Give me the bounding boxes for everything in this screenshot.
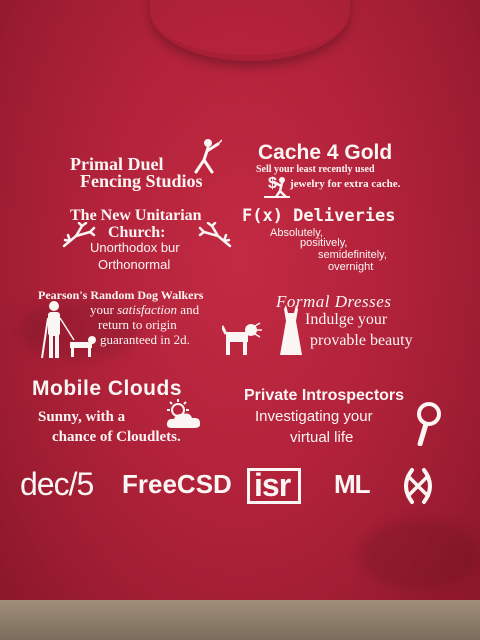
dog-icon bbox=[222, 322, 264, 356]
church-line3: Unorthodox bur bbox=[90, 240, 180, 255]
fencing-line2: Fencing Studios bbox=[80, 171, 203, 191]
dogs-line2: return to origin bbox=[98, 317, 177, 332]
gold-line1: Sell your least recently used bbox=[256, 164, 375, 175]
shirt-collar bbox=[150, 0, 350, 61]
detectives-line1: Investigating your bbox=[255, 408, 373, 425]
logo-dec5: dec/5 bbox=[20, 466, 94, 502]
detectives-line2: virtual life bbox=[290, 429, 354, 446]
fencing-line1: Primal Duel bbox=[70, 154, 164, 174]
dress-icon bbox=[278, 305, 304, 357]
deliveries-l2: positively, bbox=[300, 237, 348, 249]
fencer-icon bbox=[188, 138, 222, 174]
fractal-branch-icon bbox=[62, 222, 96, 248]
sun-cloud-icon bbox=[160, 398, 206, 432]
dresses-title: Formal Dresses bbox=[276, 292, 392, 311]
detectives-title: Private Introspectors bbox=[244, 387, 405, 404]
clouds-line1: Sunny, with a bbox=[38, 409, 126, 425]
logo-freecsd: FreeCSD bbox=[122, 469, 232, 499]
logo-ml: ML bbox=[334, 469, 371, 499]
church-line2: Church: bbox=[108, 224, 166, 241]
fabric-fold bbox=[360, 520, 480, 590]
gold-title: Cache 4 Gold bbox=[258, 141, 393, 164]
fabric-fold bbox=[20, 300, 140, 360]
church-line1: The New Unitarian bbox=[70, 207, 202, 224]
gold-line2: jewelry for extra cache. bbox=[290, 178, 401, 190]
dresses-line2: provable beauty bbox=[310, 332, 413, 349]
fractal-branch-icon bbox=[198, 222, 232, 248]
logo-isr: isr bbox=[254, 467, 291, 503]
dresses-line1: Indulge your bbox=[305, 311, 388, 328]
hx-logo-icon bbox=[398, 466, 438, 506]
logo-isr-box: isr bbox=[247, 468, 301, 504]
church-line4: Orthonormal bbox=[98, 257, 171, 272]
digging-figure-icon bbox=[262, 176, 292, 198]
clouds-line2: chance of Cloudlets. bbox=[52, 429, 181, 445]
deliveries-title: F(x) Deliveries bbox=[242, 206, 396, 226]
dogs-line1: your satisfaction and bbox=[90, 302, 200, 317]
blind-walker-icon bbox=[40, 300, 100, 362]
floor bbox=[0, 600, 480, 640]
gold-dollar: $ bbox=[268, 175, 277, 192]
dogs-title: Pearson's Random Dog Walkers bbox=[38, 288, 204, 302]
deliveries-l4: overnight bbox=[328, 261, 374, 273]
magnifier-icon bbox=[414, 400, 444, 446]
clouds-title: Mobile Clouds bbox=[32, 377, 182, 400]
dogs-line3: guaranteed in 2d. bbox=[100, 332, 190, 347]
deliveries-l1: Absolutely, bbox=[270, 227, 323, 239]
deliveries-l3: semidefinitely, bbox=[318, 249, 387, 261]
